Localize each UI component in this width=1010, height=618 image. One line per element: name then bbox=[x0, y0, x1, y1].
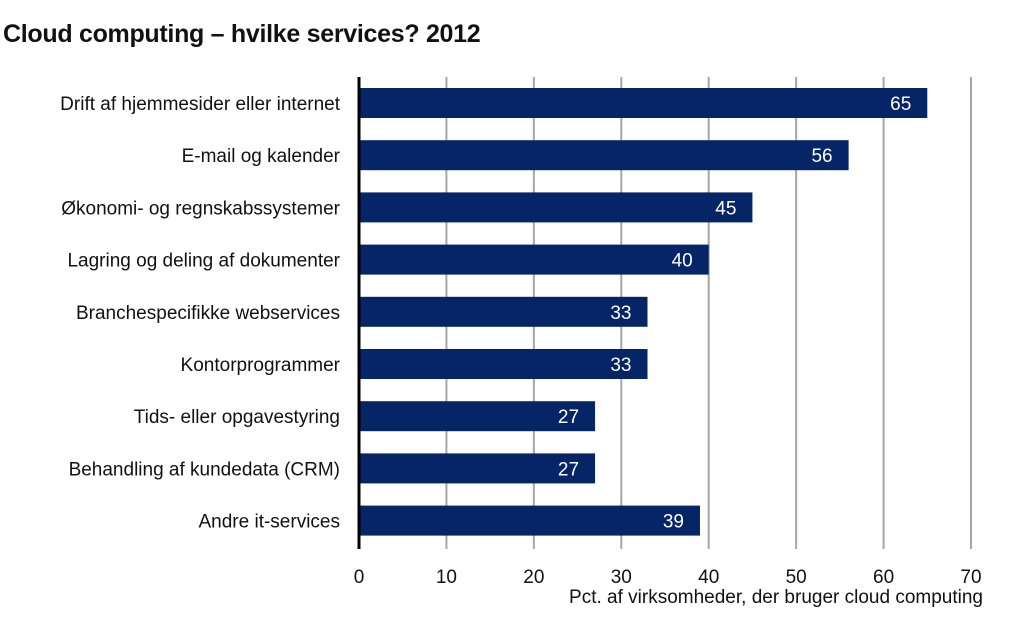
bar bbox=[359, 505, 700, 536]
x-tick-label: 30 bbox=[611, 567, 632, 588]
category-label: Andre it-services bbox=[199, 512, 341, 533]
bar bbox=[359, 140, 849, 171]
bar bbox=[359, 453, 596, 484]
x-tick-label: 70 bbox=[960, 567, 981, 588]
category-label: Økonomi- og regnskabssystemer bbox=[61, 198, 340, 219]
bar bbox=[359, 88, 928, 118]
category-label: Drift af hjemmesider eller internet bbox=[60, 94, 341, 115]
bar bbox=[359, 192, 753, 223]
bar bbox=[359, 349, 648, 379]
value-label: 33 bbox=[610, 355, 631, 376]
value-label: 33 bbox=[610, 303, 631, 324]
value-label: 45 bbox=[715, 198, 736, 219]
category-labels: Drift af hjemmesider eller internet E-mai… bbox=[60, 94, 341, 533]
bars: 65 56 45 40 33 33 27 27 39 bbox=[359, 88, 928, 536]
category-label: Branchespecifikke webservices bbox=[76, 303, 340, 324]
value-label: 27 bbox=[558, 407, 579, 428]
category-label: Lagring og deling af dokumenter bbox=[67, 251, 340, 272]
value-label: 40 bbox=[672, 251, 693, 272]
x-tick-label: 10 bbox=[436, 567, 457, 588]
bar bbox=[359, 401, 596, 432]
x-tick-label: 60 bbox=[873, 567, 894, 588]
value-label: 56 bbox=[811, 146, 832, 167]
category-label: Behandling af kundedata (CRM) bbox=[69, 459, 340, 480]
value-label: 39 bbox=[663, 512, 684, 533]
value-label: 27 bbox=[558, 459, 579, 480]
x-axis-title: Pct. af virksomheder, der bruger cloud c… bbox=[569, 587, 983, 608]
category-label: E-mail og kalender bbox=[182, 146, 341, 167]
x-tick-label: 0 bbox=[354, 567, 365, 588]
bar bbox=[359, 244, 709, 275]
value-label: 65 bbox=[890, 94, 911, 115]
x-tick-label: 20 bbox=[523, 567, 544, 588]
x-tick-label: 50 bbox=[786, 567, 807, 588]
category-label: Tids- eller opgavestyring bbox=[134, 407, 340, 428]
x-tick-labels: 0 10 20 30 40 50 60 70 bbox=[354, 567, 982, 588]
chart-title: Cloud computing – hvilke services? 2012 bbox=[3, 20, 481, 48]
category-label: Kontorprogrammer bbox=[181, 355, 341, 376]
bar bbox=[359, 296, 648, 327]
x-tick-label: 40 bbox=[698, 567, 719, 588]
